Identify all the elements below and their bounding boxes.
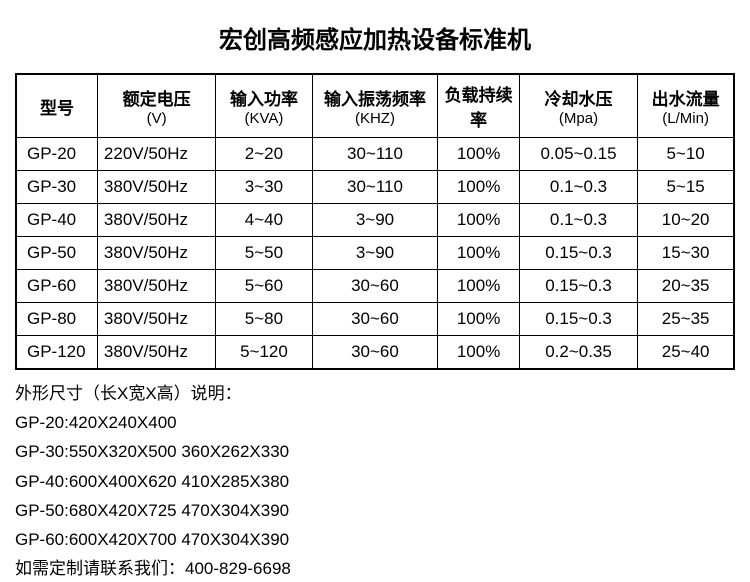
cell-voltage: 380V/50Hz [97, 270, 215, 303]
cell-freq: 30~60 [312, 303, 438, 336]
cell-power: 5~80 [216, 303, 312, 336]
col-header-freq: 输入振荡频率(KHZ) [312, 74, 438, 138]
cell-model: GP-20 [16, 138, 97, 171]
table-row: GP-80380V/50Hz5~8030~60100%0.15~0.325~35 [16, 303, 734, 336]
notes-line: GP-40:600X400X620 410X285X380 [15, 468, 735, 495]
cell-pressure: 0.15~0.3 [519, 237, 637, 270]
table-row: GP-20220V/50Hz2~2030~110100%0.05~0.155~1… [16, 138, 734, 171]
cell-model: GP-80 [16, 303, 97, 336]
cell-freq: 30~110 [312, 138, 438, 171]
cell-power: 5~50 [216, 237, 312, 270]
cell-power: 2~20 [216, 138, 312, 171]
cell-flow: 5~15 [638, 171, 734, 204]
cell-voltage: 380V/50Hz [97, 171, 215, 204]
cell-pressure: 0.15~0.3 [519, 270, 637, 303]
table-row: GP-30380V/50Hz3~3030~110100%0.1~0.35~15 [16, 171, 734, 204]
col-header-duty: 负载持续率 [438, 74, 519, 138]
page-title: 宏创高频感应加热设备标准机 [15, 20, 735, 55]
cell-voltage: 220V/50Hz [97, 138, 215, 171]
cell-duty: 100% [438, 303, 519, 336]
cell-flow: 15~30 [638, 237, 734, 270]
cell-voltage: 380V/50Hz [97, 204, 215, 237]
col-header-flow: 出水流量(L/Min) [638, 74, 734, 138]
cell-freq: 30~60 [312, 270, 438, 303]
cell-duty: 100% [438, 138, 519, 171]
cell-pressure: 0.15~0.3 [519, 303, 637, 336]
notes-line: GP-60:600X420X700 470X304X390 [15, 526, 735, 553]
cell-power: 3~30 [216, 171, 312, 204]
table-row: GP-120380V/50Hz5~12030~60100%0.2~0.3525~… [16, 336, 734, 370]
spec-table: 型号 额定电压(V) 输入功率(KVA) 输入振荡频率(KHZ) 负载持续率 冷… [15, 73, 735, 370]
cell-freq: 3~90 [312, 237, 438, 270]
cell-freq: 30~60 [312, 336, 438, 370]
contact-line: 如需定制请联系我们：400-829-6698 [15, 555, 735, 582]
cell-power: 5~60 [216, 270, 312, 303]
cell-flow: 25~40 [638, 336, 734, 370]
notes-line: GP-20:420X240X400 [15, 409, 735, 436]
col-header-power: 输入功率(KVA) [216, 74, 312, 138]
cell-duty: 100% [438, 204, 519, 237]
table-row: GP-40380V/50Hz4~403~90100%0.1~0.310~20 [16, 204, 734, 237]
cell-pressure: 0.05~0.15 [519, 138, 637, 171]
cell-model: GP-30 [16, 171, 97, 204]
cell-voltage: 380V/50Hz [97, 237, 215, 270]
table-row: GP-50380V/50Hz5~503~90100%0.15~0.315~30 [16, 237, 734, 270]
cell-duty: 100% [438, 270, 519, 303]
notes-line: GP-30:550X320X500 360X262X330 [15, 438, 735, 465]
cell-pressure: 0.1~0.3 [519, 171, 637, 204]
cell-freq: 3~90 [312, 204, 438, 237]
cell-flow: 5~10 [638, 138, 734, 171]
cell-flow: 20~35 [638, 270, 734, 303]
cell-model: GP-120 [16, 336, 97, 370]
cell-flow: 10~20 [638, 204, 734, 237]
cell-duty: 100% [438, 171, 519, 204]
table-row: GP-60380V/50Hz5~6030~60100%0.15~0.320~35 [16, 270, 734, 303]
col-header-model: 型号 [16, 74, 97, 138]
cell-duty: 100% [438, 336, 519, 370]
cell-power: 4~40 [216, 204, 312, 237]
cell-voltage: 380V/50Hz [97, 336, 215, 370]
cell-model: GP-40 [16, 204, 97, 237]
cell-pressure: 0.1~0.3 [519, 204, 637, 237]
table-header-row: 型号 额定电压(V) 输入功率(KVA) 输入振荡频率(KHZ) 负载持续率 冷… [16, 74, 734, 138]
cell-power: 5~120 [216, 336, 312, 370]
cell-flow: 25~35 [638, 303, 734, 336]
cell-pressure: 0.2~0.35 [519, 336, 637, 370]
notes-header: 外形尺寸（长X宽X高）说明： [15, 380, 735, 407]
cell-model: GP-60 [16, 270, 97, 303]
notes-section: 外形尺寸（长X宽X高）说明： GP-20:420X240X400GP-30:55… [15, 380, 735, 582]
notes-line: GP-50:680X420X725 470X304X390 [15, 497, 735, 524]
cell-duty: 100% [438, 237, 519, 270]
cell-model: GP-50 [16, 237, 97, 270]
cell-voltage: 380V/50Hz [97, 303, 215, 336]
col-header-pressure: 冷却水压(Mpa) [519, 74, 637, 138]
col-header-voltage: 额定电压(V) [97, 74, 215, 138]
cell-freq: 30~110 [312, 171, 438, 204]
